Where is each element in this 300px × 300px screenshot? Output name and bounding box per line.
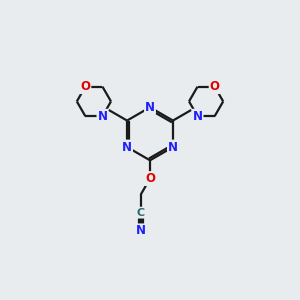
Text: O: O [145, 172, 155, 185]
Text: O: O [210, 80, 220, 93]
Text: N: N [136, 224, 146, 237]
Text: N: N [145, 101, 155, 114]
Text: N: N [193, 110, 202, 123]
Text: N: N [98, 110, 107, 123]
Text: N: N [122, 141, 132, 154]
Text: O: O [80, 80, 90, 93]
Text: N: N [168, 141, 178, 154]
Text: C: C [137, 208, 145, 218]
